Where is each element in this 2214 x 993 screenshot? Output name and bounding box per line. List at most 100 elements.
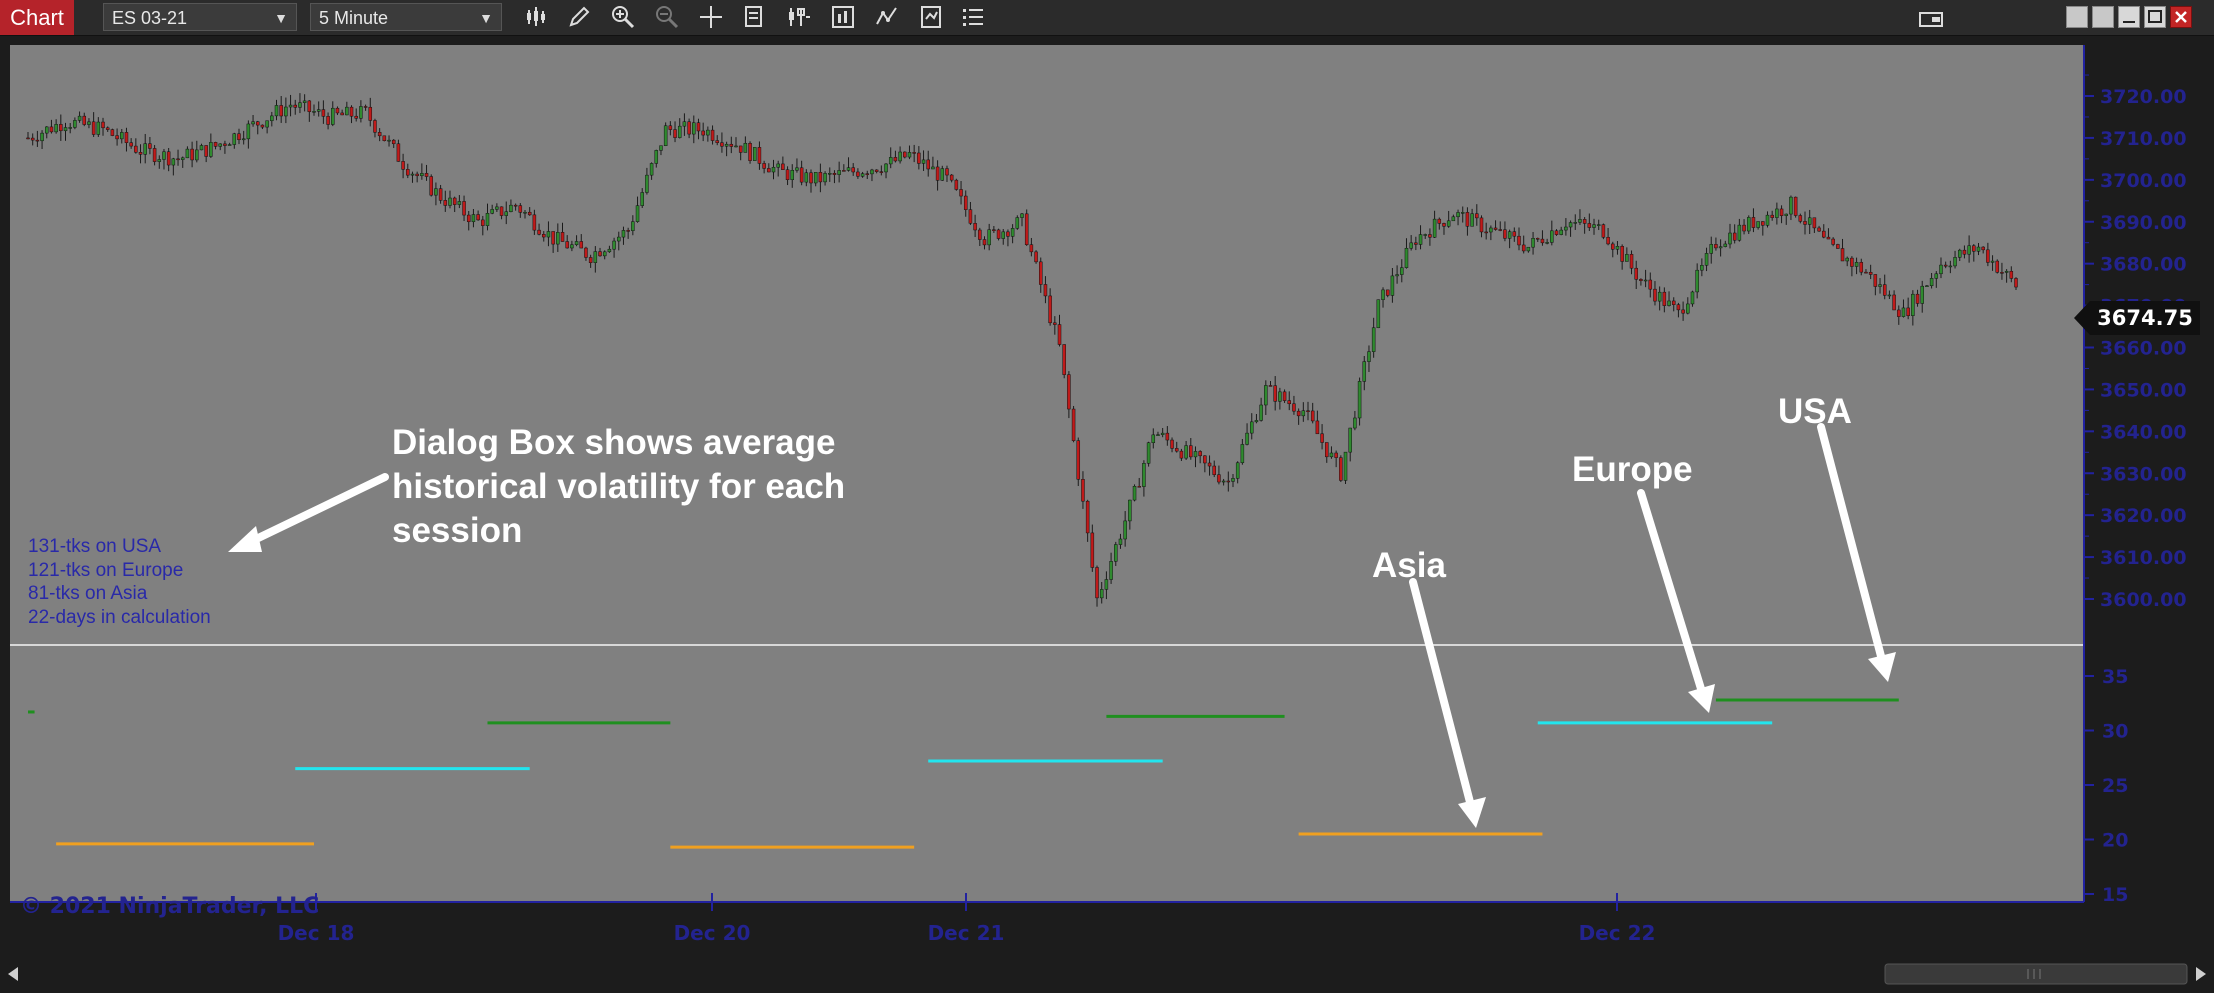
candle-body [1995, 260, 1999, 273]
candle-body [466, 214, 471, 223]
scroll-left-icon[interactable] [8, 967, 18, 981]
zoom-out-icon[interactable] [654, 4, 680, 30]
chart-tab[interactable]: Chart [0, 0, 74, 35]
candle-body [1151, 434, 1156, 444]
maximize-button[interactable] [2144, 6, 2166, 28]
candle-body [438, 188, 443, 201]
candle-body [354, 115, 358, 119]
candle-body [199, 145, 204, 151]
candle-body [82, 115, 87, 125]
candle-body [527, 211, 532, 216]
candle-body [91, 121, 96, 135]
candle-body [1859, 262, 1864, 273]
crosshair-icon[interactable] [698, 4, 724, 30]
templates-icon[interactable] [918, 4, 944, 30]
candle-body [996, 229, 1001, 239]
candle-body [1264, 385, 1268, 406]
candle-body [1962, 249, 1967, 255]
bar-type-icon[interactable] [524, 4, 550, 30]
strategies-icon[interactable] [830, 4, 856, 30]
candle-body [1245, 432, 1249, 445]
candle-body [1423, 234, 1427, 236]
candle-body [907, 152, 912, 158]
close-button[interactable] [2170, 6, 2192, 28]
candle-body [818, 172, 823, 183]
candle-body [1897, 309, 1901, 317]
candle-body [1484, 231, 1488, 234]
indicators-icon[interactable] [874, 4, 900, 30]
candle-body [1671, 300, 1676, 305]
candle-body [1864, 271, 1868, 274]
candle-body [410, 173, 415, 176]
scroll-right-icon[interactable] [2196, 967, 2206, 981]
candle-body [1226, 480, 1231, 483]
candle-body [1376, 299, 1381, 329]
chart-trader-icon[interactable] [1918, 6, 1944, 32]
candle-body [1564, 226, 1568, 231]
data-box-icon[interactable] [742, 4, 768, 30]
price-tick-label: 3710.00 [2100, 128, 2187, 150]
price-axis: 3720.003710.003700.003690.003680.003670.… [2084, 74, 2187, 611]
zoom-in-icon[interactable] [610, 4, 636, 30]
candle-body [373, 120, 377, 133]
candle-body [218, 143, 222, 147]
candle-body [1015, 217, 1020, 229]
candle-body [992, 229, 996, 231]
candle-body [584, 247, 588, 258]
candle-body [1676, 304, 1681, 311]
candle-body [1301, 410, 1306, 417]
candle-body [1418, 234, 1423, 245]
candle-body [720, 142, 724, 147]
scrollbar-thumb[interactable] [1884, 963, 2188, 985]
candle-body [1268, 385, 1273, 387]
candle-body [692, 122, 696, 135]
candle-body [518, 205, 523, 213]
chart-area[interactable]: 3720.003710.003700.003690.003680.003670.… [0, 36, 2214, 958]
candle-body [1170, 439, 1174, 449]
indicator-tick-label: 30 [2102, 721, 2128, 743]
candle-body [1906, 307, 1910, 316]
candle-body [1939, 264, 1943, 275]
candle-body [1521, 244, 1526, 252]
tile-window-button[interactable] [2066, 6, 2088, 28]
candle-body [1578, 219, 1582, 223]
price-chart[interactable]: 3720.003710.003700.003690.003680.003670.… [0, 36, 2214, 958]
candle-body [1048, 295, 1052, 324]
candle-body [490, 209, 494, 214]
candle-body [499, 206, 504, 216]
properties-icon[interactable] [786, 4, 812, 30]
list-icon[interactable] [960, 4, 986, 30]
candle-body [574, 241, 579, 245]
candle-body [626, 230, 630, 232]
pencil-icon[interactable] [566, 4, 592, 30]
indicator-tick-label: 35 [2102, 666, 2128, 688]
candle-body [790, 170, 795, 180]
candle-body [935, 166, 940, 181]
candle-body [316, 109, 321, 112]
horizontal-scrollbar[interactable] [0, 958, 2214, 988]
candle-body [607, 248, 612, 253]
candle-body [701, 130, 705, 136]
interval-selector[interactable]: 5 Minute ▼ [310, 3, 502, 31]
candle-body [1475, 213, 1479, 219]
candle-body [401, 161, 405, 170]
candle-body [1803, 221, 1807, 225]
instrument-selector[interactable]: ES 03-21 ▼ [103, 3, 297, 31]
minimize-button[interactable] [2118, 6, 2140, 28]
candle-body [1540, 238, 1545, 244]
candle-body [546, 231, 551, 238]
candle-body [898, 151, 902, 162]
candle-body [1123, 520, 1127, 540]
interval-value: 5 Minute [319, 8, 389, 28]
candle-body [485, 213, 490, 226]
candle-body [1822, 230, 1826, 238]
candle-body [1878, 284, 1882, 287]
candle-body [1990, 260, 1995, 263]
candle-body [115, 135, 119, 140]
tile-window-button-2[interactable] [2092, 6, 2114, 28]
candle-body [917, 152, 921, 164]
candle-body [105, 127, 110, 130]
candle-body [1160, 432, 1165, 435]
candle-body [1029, 244, 1034, 253]
candle-body [1240, 444, 1245, 464]
